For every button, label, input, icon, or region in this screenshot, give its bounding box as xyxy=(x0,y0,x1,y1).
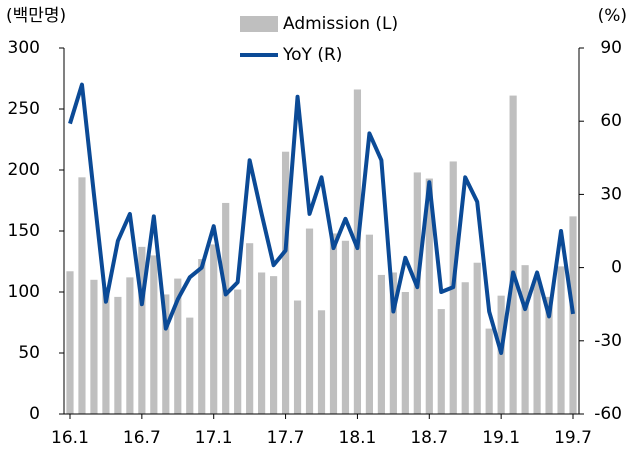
legend-label: YoY (R) xyxy=(282,45,342,65)
x-tick-label: 18.1 xyxy=(339,428,377,448)
bar xyxy=(162,294,170,414)
bar xyxy=(222,202,230,414)
bar xyxy=(102,287,110,414)
y2-tick-label: 0 xyxy=(611,258,622,278)
bar xyxy=(521,265,529,414)
bar xyxy=(353,89,362,414)
bar xyxy=(150,255,158,414)
bar xyxy=(210,244,218,414)
bar xyxy=(485,328,493,414)
bar xyxy=(126,277,134,414)
bar xyxy=(413,172,421,414)
bar xyxy=(437,309,445,414)
bar xyxy=(234,289,242,414)
bar xyxy=(341,240,350,414)
bar xyxy=(186,317,194,414)
bar xyxy=(389,272,397,414)
bar xyxy=(545,296,553,414)
x-tick-label: 18.7 xyxy=(410,428,448,448)
y2-tick-label: -60 xyxy=(594,404,622,424)
bar xyxy=(258,272,266,414)
y2-tick-label: 30 xyxy=(600,184,622,204)
bar xyxy=(377,274,385,414)
bar xyxy=(305,228,314,414)
y2-tick-label: 60 xyxy=(600,111,622,131)
y2-axis-label: (%) xyxy=(598,6,627,26)
y-tick-label: 250 xyxy=(8,99,40,119)
bar xyxy=(198,259,206,414)
legend-label: Admission (L) xyxy=(283,14,398,34)
bar xyxy=(461,282,469,414)
x-tick-label: 19.1 xyxy=(482,428,520,448)
bar xyxy=(174,278,182,414)
legend-swatch xyxy=(240,16,278,32)
y-tick-label: 200 xyxy=(8,160,40,180)
y-axis-label: (백만명) xyxy=(6,6,66,26)
y-tick-label: 0 xyxy=(29,404,40,424)
bar xyxy=(509,95,517,414)
bar xyxy=(138,246,146,414)
x-tick-label: 16.7 xyxy=(123,428,161,448)
bar xyxy=(317,310,326,414)
bar xyxy=(78,177,86,414)
bar xyxy=(329,233,338,414)
bar xyxy=(569,216,577,414)
bar xyxy=(557,266,565,414)
y-tick-label: 50 xyxy=(18,343,40,363)
x-tick-label: 19.7 xyxy=(554,428,592,448)
bar xyxy=(90,279,98,414)
bar xyxy=(246,243,254,414)
bar xyxy=(114,296,122,414)
bar xyxy=(425,178,433,414)
line xyxy=(68,82,575,355)
y-tick-label: 150 xyxy=(8,221,40,241)
bar xyxy=(281,151,290,414)
x-tick-label: 17.7 xyxy=(267,428,305,448)
x-tick-label: 17.1 xyxy=(195,428,233,448)
bar xyxy=(66,271,74,414)
y-tick-label: 300 xyxy=(8,38,40,58)
bar xyxy=(473,262,481,414)
bar xyxy=(401,292,409,414)
bar xyxy=(533,279,541,414)
bar xyxy=(270,276,278,414)
y-tick-label: 100 xyxy=(8,282,40,302)
x-tick-label: 16.1 xyxy=(51,428,89,448)
y2-tick-label: 90 xyxy=(600,38,622,58)
bar xyxy=(293,300,302,414)
y2-tick-label: -30 xyxy=(594,331,622,351)
bar xyxy=(365,234,373,414)
